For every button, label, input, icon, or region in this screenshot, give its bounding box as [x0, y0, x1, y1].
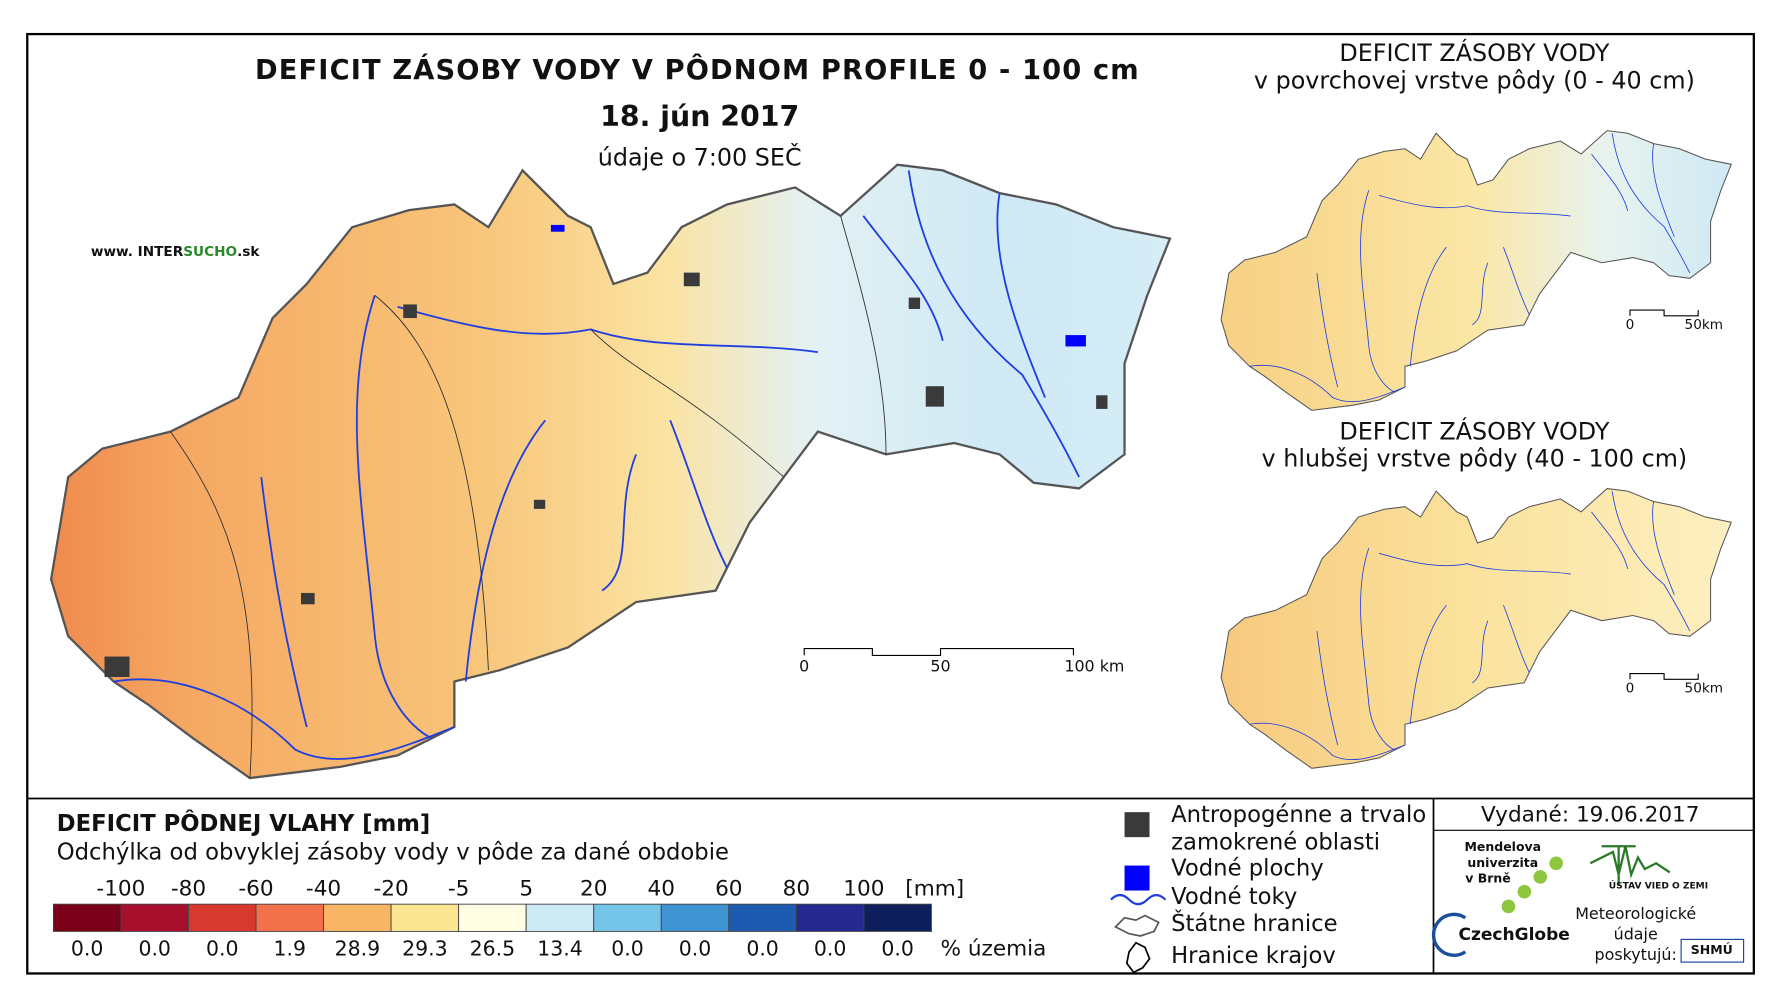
scale-label: 100 km [1064, 656, 1124, 675]
logo-text: univerzita [1467, 855, 1538, 870]
symbol-label: Štátne hranice [1171, 909, 1337, 937]
website-highlight: SUCHO [183, 244, 237, 260]
legend-share: 0.0 [746, 937, 779, 961]
legend-share: 1.9 [274, 937, 307, 961]
scale-label: 0 [1626, 317, 1635, 333]
symbol-label: Hranice krajov [1171, 943, 1336, 969]
legend-share: 26.5 [470, 937, 516, 961]
legend-break: -60 [238, 876, 273, 901]
website: www. INTERSUCHO.sk [91, 244, 261, 260]
logo-box [1680, 938, 1745, 963]
legend-swatch [728, 903, 797, 932]
logo-text: CzechGlobe [1458, 925, 1569, 945]
legend-swatch [795, 903, 865, 932]
logo-text: v Brně [1465, 871, 1511, 886]
legend-swatch [52, 903, 122, 932]
legend-share: 0.0 [679, 937, 712, 961]
scale-label: 0 [1626, 680, 1635, 696]
main-date: 18. jún 2017 [600, 100, 799, 133]
scale-label: 0 [799, 656, 809, 675]
legend-share: 0.0 [881, 937, 914, 961]
symbol-label: Vodné toky [1171, 884, 1297, 910]
symbol-icon [1125, 941, 1151, 974]
region-borders [170, 215, 887, 779]
issued-date: Vydané: 19.06.2017 [1481, 803, 1699, 828]
legend-swatch [593, 903, 662, 932]
legend-break: 5 [519, 876, 533, 901]
meteo-text: Meteorologické [1575, 904, 1696, 923]
urban-areas [104, 272, 1108, 677]
legend-break: -5 [448, 876, 470, 901]
symbol-label: Vodné plochy [1171, 855, 1324, 881]
legend-swatch [255, 903, 325, 932]
meteo-text: údaje [1614, 924, 1658, 943]
legend-swatch [390, 903, 460, 932]
legend-share: 0.0 [814, 937, 847, 961]
logo-arc [1431, 912, 1467, 957]
symbol-icon [1124, 865, 1150, 891]
legend-swatch [323, 903, 392, 932]
legend-break: -100 [96, 876, 145, 901]
legend-share: 0.0 [71, 937, 104, 961]
symbol-label: zamokrené oblasti [1171, 829, 1380, 855]
inset-scale-bar [1629, 673, 1699, 680]
legend-title: DEFICIT PÔDNEJ VLAHY [mm] [57, 809, 430, 837]
inset-title: DEFICIT ZÁSOBY VODY [1339, 39, 1609, 67]
legend-share: 0.0 [206, 937, 239, 961]
main-time: údaje o 7:00 SEČ [598, 144, 802, 172]
meteo-text: poskytujú: [1595, 945, 1677, 964]
legend-share: 0.0 [611, 937, 644, 961]
logo-dots [1501, 856, 1563, 914]
main-scale-bar [803, 648, 1074, 656]
legend-break: 60 [715, 876, 742, 901]
symbol-icon [1114, 914, 1160, 937]
legend-swatch [120, 903, 189, 932]
symbol-icon [1124, 812, 1150, 838]
legend-break: -80 [171, 876, 206, 901]
legend-share: 28.9 [335, 937, 381, 961]
legend-swatch [660, 903, 730, 932]
scale-label: 50km [1685, 317, 1724, 333]
legend-break: -40 [306, 876, 341, 901]
legend-break: 40 [648, 876, 675, 901]
legend-unit: [mm] [905, 876, 964, 901]
legend-subtitle: Odchýlka od obvyklej zásoby vody v pôde … [57, 840, 729, 866]
main-title: DEFICIT ZÁSOBY VODY V PÔDNOM PROFILE 0 -… [255, 54, 1140, 86]
symbol-label: Antropogénne a trvalo [1171, 802, 1426, 828]
logo-text: SHMÚ [1691, 942, 1733, 957]
legend-share: 13.4 [537, 937, 583, 961]
inset-subtitle: v povrchovej vrstve pôdy (0 - 40 cm) [1254, 66, 1695, 94]
inset-subtitle: v hlubšej vrstve pôdy (40 - 100 cm) [1262, 445, 1688, 473]
logo-text: ÚSTAV VIED O ZEMI [1609, 880, 1708, 892]
shares-label: % územia [941, 937, 1047, 962]
logo-text: Mendelova [1464, 839, 1541, 854]
legend-swatch [525, 903, 595, 932]
inset-scale-bar [1629, 309, 1699, 317]
legend-break: -20 [373, 876, 408, 901]
scale-label: 50 [930, 656, 950, 675]
legend-bar: -100 -80 -60 -40 -20 -5 5 20 40 60 80 100 0.0 0.0 0.0 1… [52, 876, 932, 961]
inset-title: DEFICIT ZÁSOBY VODY [1339, 417, 1609, 445]
legend-share: 29.3 [402, 937, 448, 961]
main-map [49, 163, 1172, 780]
legend-break: 20 [580, 876, 607, 901]
website-prefix: www. INTER [91, 244, 184, 260]
legend-swatch [863, 903, 932, 932]
website-suffix: .sk [237, 244, 260, 260]
logo-mark [1589, 845, 1671, 887]
legend-swatch [458, 903, 527, 932]
legend-break: 100 [843, 876, 884, 901]
scale-label: 50km [1685, 680, 1724, 696]
legend-share: 0.0 [138, 937, 171, 961]
water-bodies [550, 224, 1086, 347]
legend-break: 80 [783, 876, 810, 901]
legend-swatch [188, 903, 257, 932]
symbol-icon [1110, 893, 1167, 906]
